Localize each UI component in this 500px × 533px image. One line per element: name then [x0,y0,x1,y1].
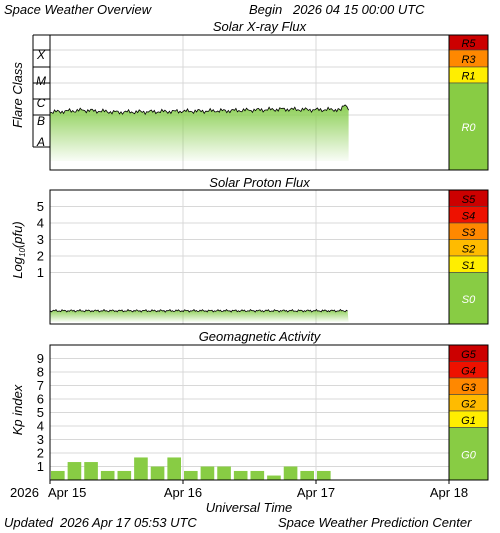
scale-label: R1 [461,71,475,83]
kp-bar [117,470,132,480]
page-title: Space Weather Overview [4,2,152,17]
flare-class-label: C [37,96,46,110]
panel-border [49,189,489,325]
scale-label: R3 [461,54,476,66]
kp-bar [217,466,231,480]
scale-label: G4 [461,365,476,377]
scale-label: S4 [462,210,475,222]
kp-bar [150,466,165,480]
kp-bar [167,457,181,480]
proton-flux-area [50,309,349,322]
plot-background [50,190,449,324]
panel-title: Geomagnetic Activity [199,329,322,344]
begin-label: Begin [249,2,283,17]
kp-y-tick: 3 [37,432,44,447]
panel-border [49,34,489,171]
panel-border [49,344,489,481]
begin-time: 2026 04 15 00:00 UTC [293,2,425,17]
scale-label: S5 [462,194,476,206]
proton-y-tick: 2 [37,249,44,264]
scale-label: S1 [462,260,475,272]
kp-bar [200,466,215,480]
proton-flux-line [49,308,348,313]
scale-label: G5 [461,349,477,361]
kp-bar [84,462,98,480]
kp-bar [300,470,314,480]
xray-flux-line [49,104,349,116]
x-axis-tick-label: Apr 16 [164,485,202,500]
flare-class-label: B [37,114,45,128]
scale-label: G2 [461,398,476,410]
kp-y-tick: 5 [37,405,44,420]
x-axis-label: Universal Time [206,500,293,515]
flare-class-label: X [36,48,46,62]
proton-y-tick: 3 [37,232,44,247]
scale-label: S2 [462,243,475,255]
scale-label: G3 [461,382,477,394]
kp-bar [283,466,298,480]
scale-label: S0 [462,294,476,306]
kp-y-tick: 8 [37,365,44,380]
kp-bar [184,470,198,480]
kp-bar [51,470,65,480]
proton-y-tick: 5 [37,199,44,214]
updated-time: 2026 Apr 17 05:53 UTC [60,515,197,530]
scale-label: S3 [462,227,476,239]
proton-y-tick: 1 [37,265,44,280]
x-axis-year: 2026 [10,485,39,500]
scale-band [448,272,489,325]
xray-flux-area [50,104,349,161]
proton-ylabel: Log10(pfu) [10,221,27,278]
x-axis-tick-label: Apr 15 [48,485,86,500]
source-credit: Space Weather Prediction Center [278,515,472,530]
kp-bar [100,470,115,480]
panel-title: Solar Proton Flux [209,175,310,190]
x-axis-tick-label: Apr 18 [430,485,468,500]
kp-bar [134,457,148,480]
kp-y-tick: 9 [37,351,44,366]
updated-label: Updated [4,515,54,530]
scale-label: G0 [461,449,477,461]
xray-ylabel: Flare Class [10,62,25,128]
kp-bar [250,470,265,480]
x-axis-tick-label: Apr 17 [297,485,335,500]
kp-bar [317,470,331,480]
kp-y-tick: 2 [37,446,44,461]
scale-label: R0 [461,122,476,134]
scale-label: R5 [461,38,476,50]
kp-bar [67,462,82,480]
kp-y-tick: 4 [37,419,44,434]
kp-bar [267,475,281,480]
panel-title: Solar X-ray Flux [213,19,307,34]
kp-y-tick: 1 [37,459,44,474]
kp-y-tick: 7 [37,378,44,393]
kp-ylabel: Kp index [10,384,25,435]
flare-class-label: A [36,135,45,149]
kp-bar [233,470,248,480]
flare-class-label: M [36,74,46,88]
scale-label: G1 [461,415,476,427]
proton-y-tick: 4 [37,216,44,231]
kp-y-tick: 6 [37,392,44,407]
